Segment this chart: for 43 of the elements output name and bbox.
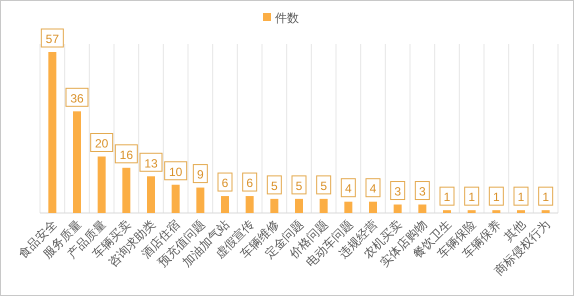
bar — [270, 198, 278, 213]
data-label: 1 — [518, 190, 525, 204]
bar — [542, 210, 550, 213]
bar — [98, 156, 106, 213]
bar — [48, 52, 56, 213]
data-label: 57 — [46, 32, 60, 46]
bar — [172, 184, 180, 213]
data-label: 1 — [468, 190, 476, 204]
bar — [221, 196, 229, 213]
bar — [122, 168, 130, 213]
data-label: 20 — [94, 136, 109, 151]
data-label: 6 — [222, 176, 229, 190]
bar — [320, 198, 328, 213]
bar — [443, 210, 451, 213]
data-label: 3 — [418, 184, 426, 199]
data-label: 13 — [144, 156, 158, 170]
bar — [394, 204, 402, 213]
data-label: 1 — [542, 190, 550, 204]
data-label: 5 — [320, 178, 328, 193]
data-label: 3 — [394, 184, 402, 199]
bar — [492, 210, 500, 213]
bar — [344, 202, 352, 213]
bar — [418, 204, 426, 213]
data-label: 1 — [444, 190, 451, 204]
data-label: 5 — [270, 178, 278, 193]
bar — [369, 202, 377, 213]
bar — [517, 210, 525, 213]
legend-label: 件数 — [275, 11, 299, 25]
data-label: 5 — [296, 178, 303, 193]
data-label: 6 — [246, 176, 254, 190]
data-label: 16 — [120, 148, 134, 162]
data-label: 4 — [370, 182, 377, 196]
bar — [295, 198, 303, 213]
bar — [196, 188, 204, 213]
data-label: 9 — [196, 168, 204, 182]
bar — [147, 176, 155, 213]
bar — [73, 111, 81, 213]
bar — [246, 196, 254, 213]
data-label: 36 — [70, 91, 84, 106]
bar — [468, 210, 476, 213]
data-label: 10 — [168, 164, 183, 179]
data-label: 1 — [492, 190, 500, 204]
data-label: 4 — [344, 182, 352, 196]
